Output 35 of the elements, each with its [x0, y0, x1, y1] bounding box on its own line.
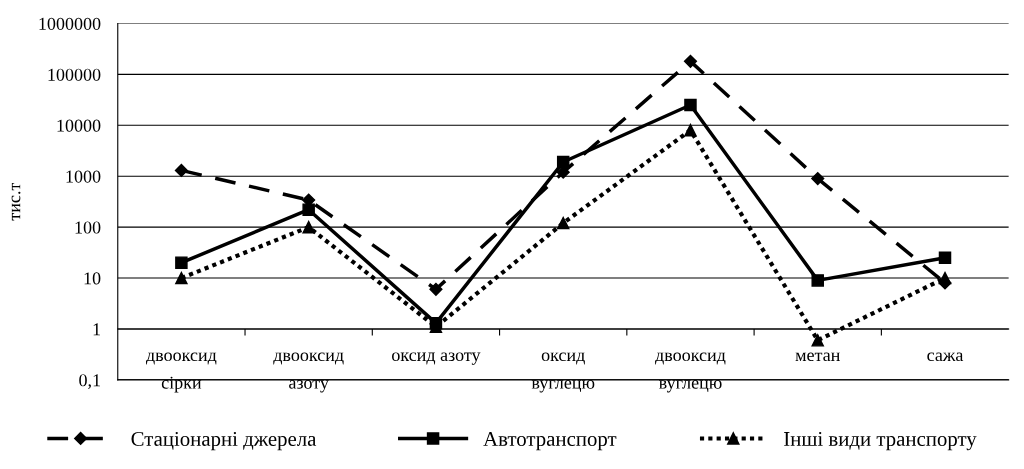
point — [556, 216, 570, 230]
y-tick-label: 1000000 — [39, 17, 101, 30]
x-tick-label: оксид вуглецю — [531, 352, 595, 393]
y-axis-title: тис.т — [11, 182, 21, 221]
point — [302, 203, 315, 216]
point — [811, 171, 825, 186]
legend-label: Стаціонарні джерела — [131, 431, 317, 451]
point — [429, 316, 443, 330]
point — [684, 98, 697, 112]
y-tick-label: 1 — [93, 323, 101, 336]
point — [174, 163, 188, 177]
x-tick-label: метан — [795, 352, 840, 362]
point — [683, 54, 698, 68]
legend-label: Автотранспорт — [483, 432, 617, 451]
point — [175, 256, 188, 269]
y-tick-label: 100000 — [48, 68, 101, 81]
point — [302, 220, 315, 234]
y-tick-label: 100 — [75, 221, 101, 234]
y-tick-label: 1000 — [66, 170, 101, 183]
point — [429, 282, 443, 296]
point — [811, 274, 824, 287]
point — [175, 271, 188, 285]
point — [811, 334, 824, 347]
y-tick-label: 10000 — [57, 119, 101, 132]
y-tick-label: 10 — [84, 272, 101, 285]
x-tick-label: двооксид азоту — [273, 352, 344, 393]
x-tick-label: сажа — [927, 352, 964, 362]
y-tick-label: 0,1 — [79, 374, 101, 389]
x-tick-label: оксид азоту — [392, 352, 481, 365]
point — [302, 193, 316, 207]
point — [684, 123, 697, 137]
point — [938, 251, 952, 265]
legend-label: Інші види транспорту — [784, 431, 977, 451]
x-tick-label: двооксид вуглецю — [655, 352, 726, 393]
x-tick-label: двооксид сірки — [145, 352, 217, 393]
